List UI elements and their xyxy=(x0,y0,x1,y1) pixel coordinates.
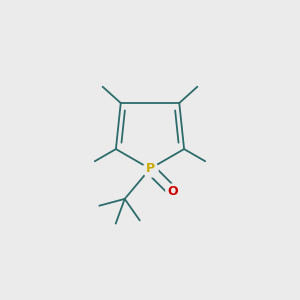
Text: P: P xyxy=(146,162,154,175)
Text: O: O xyxy=(167,185,178,198)
